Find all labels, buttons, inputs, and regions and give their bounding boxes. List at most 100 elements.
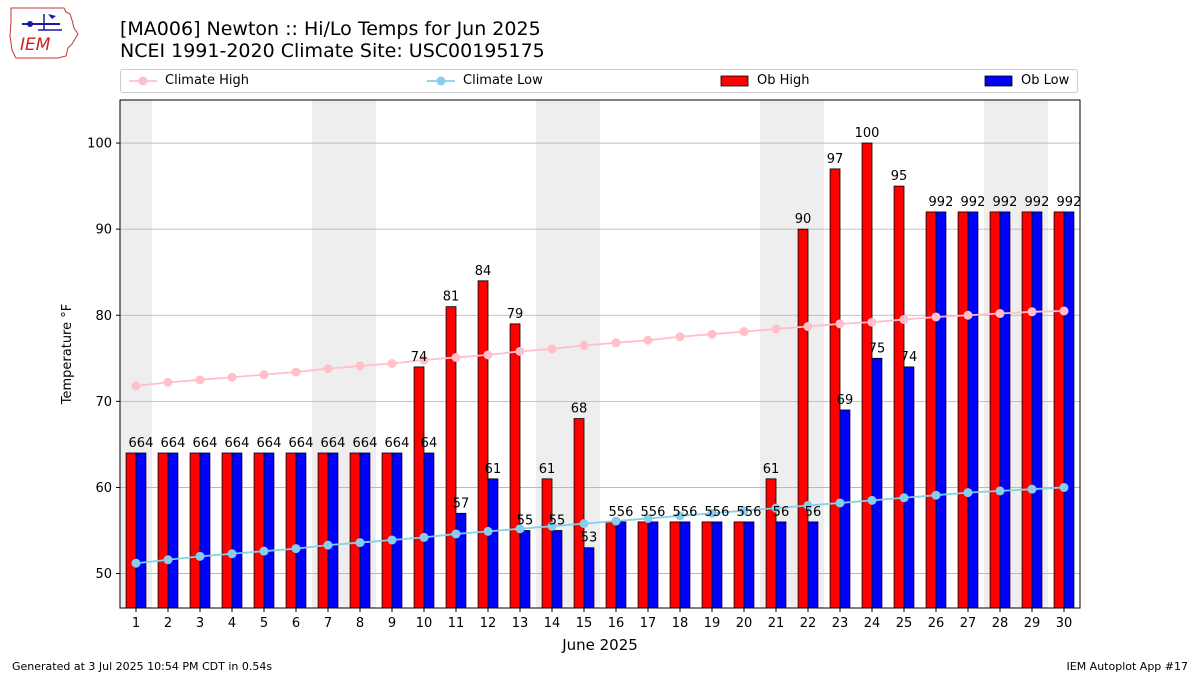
climate-low-point-29 xyxy=(1027,484,1037,494)
climate-low-point-28 xyxy=(995,486,1005,496)
ob-high-bar-16 xyxy=(605,521,617,609)
ob-high-bar-29 xyxy=(1021,211,1033,609)
ob-high-bar-21 xyxy=(765,478,777,609)
ob-high-bar-3 xyxy=(189,452,201,609)
ob-low-label-26: 992 xyxy=(929,195,954,210)
climate-high-point-22 xyxy=(803,321,813,331)
climate-low-point-3 xyxy=(195,551,205,561)
climate-high-point-9 xyxy=(387,358,397,368)
climate-low-point-20 xyxy=(739,506,749,516)
climate-high-point-29 xyxy=(1027,307,1037,317)
x-tick-label-21: 21 xyxy=(768,616,785,631)
climate-high-point-30 xyxy=(1059,306,1069,316)
ob-high-label-14: 61 xyxy=(539,462,556,477)
logo-text: IEM xyxy=(20,35,51,55)
ob-low-bar-20 xyxy=(743,521,755,609)
x-tick-label-28: 28 xyxy=(992,616,1009,631)
climate-low-point-27 xyxy=(963,488,973,498)
ob-low-bar-18 xyxy=(679,521,691,609)
ob-high-label-10: 74 xyxy=(411,350,428,365)
x-tick-label-14: 14 xyxy=(544,616,561,631)
x-tick-label-22: 22 xyxy=(800,616,817,631)
footer-app: IEM Autoplot App #17 xyxy=(1066,660,1189,673)
ob-low-bar-30 xyxy=(1063,211,1075,609)
x-tick-label-20: 20 xyxy=(736,616,753,631)
climate-high-point-25 xyxy=(899,315,909,325)
climate-low-point-22 xyxy=(803,501,813,511)
climate-high-point-1 xyxy=(131,381,141,391)
x-tick-label-12: 12 xyxy=(480,616,497,631)
ob-low-bar-10 xyxy=(423,452,435,609)
ob-low-label-9: 664 xyxy=(385,436,410,451)
ob-low-bar-9 xyxy=(391,452,403,609)
y-tick-label-100: 100 xyxy=(87,137,112,152)
y-axis-label: Temperature °F xyxy=(60,304,75,405)
climate-high-point-2 xyxy=(163,377,173,387)
x-tick-label-13: 13 xyxy=(512,616,529,631)
ob-low-label-17: 556 xyxy=(641,505,666,520)
ob-low-label-3: 664 xyxy=(193,436,218,451)
x-axis-label: June 2025 xyxy=(561,636,638,654)
legend-label-ob-low: Ob Low xyxy=(1021,73,1070,88)
x-tick-label-17: 17 xyxy=(640,616,657,631)
climate-high-point-14 xyxy=(547,344,557,354)
x-tick-label-1: 1 xyxy=(132,616,140,631)
climate-low-point-25 xyxy=(899,493,909,503)
climate-low-point-6 xyxy=(291,544,301,554)
x-tick-label-5: 5 xyxy=(260,616,268,631)
climate-low-point-14 xyxy=(547,521,557,531)
footer-generated: Generated at 3 Jul 2025 10:54 PM CDT in … xyxy=(12,660,273,673)
ob-low-bar-3 xyxy=(199,452,211,609)
climate-low-point-5 xyxy=(259,546,269,556)
ob-high-bar-14 xyxy=(541,478,553,609)
ob-low-label-23: 69 xyxy=(837,393,854,408)
climate-high-point-11 xyxy=(451,352,461,362)
ob-low-label-30: 992 xyxy=(1057,195,1082,210)
climate-high-point-20 xyxy=(739,327,749,337)
ob-high-bar-19 xyxy=(701,521,713,609)
ob-high-label-24: 100 xyxy=(855,126,880,141)
chart-subtitle: NCEI 1991-2020 Climate Site: USC00195175 xyxy=(120,40,545,62)
ob-high-bar-24 xyxy=(861,142,873,609)
ob-high-bar-5 xyxy=(253,452,265,609)
ob-high-bar-30 xyxy=(1053,211,1065,609)
ob-low-swatch xyxy=(984,75,1013,87)
ob-low-label-6: 664 xyxy=(289,436,314,451)
climate-high-point-24 xyxy=(867,317,877,327)
climate-high-point-19 xyxy=(707,329,717,339)
ob-low-label-27: 992 xyxy=(961,195,986,210)
x-tick-label-4: 4 xyxy=(228,616,236,631)
climate-low-point-18 xyxy=(675,511,685,521)
ob-high-bar-17 xyxy=(637,521,649,609)
ob-low-bar-21 xyxy=(775,521,787,609)
ob-low-bar-1 xyxy=(135,452,147,609)
climate-low-point-11 xyxy=(451,529,461,539)
climate-low-swatch xyxy=(427,76,455,86)
x-tick-label-11: 11 xyxy=(448,616,465,631)
ob-high-bar-8 xyxy=(349,452,361,609)
ob-low-label-15: 53 xyxy=(581,531,598,546)
climate-low-point-4 xyxy=(227,549,237,559)
climate-high-point-10 xyxy=(419,355,429,365)
y-tick-label-80: 80 xyxy=(95,309,112,324)
ob-high-bar-2 xyxy=(157,452,169,609)
y-tick-label-70: 70 xyxy=(95,395,112,410)
iem-logo: IEM xyxy=(9,7,79,59)
ob-high-bar-27 xyxy=(957,211,969,609)
ob-high-bar-11 xyxy=(445,306,457,609)
climate-high-point-8 xyxy=(355,361,365,371)
ob-high-bar-20 xyxy=(733,521,745,609)
ob-low-bar-17 xyxy=(647,521,659,609)
x-tick-label-16: 16 xyxy=(608,616,625,631)
ob-low-bar-11 xyxy=(455,512,467,609)
legend-label-climate-low: Climate Low xyxy=(463,73,543,88)
ob-low-label-12: 61 xyxy=(485,462,502,477)
ob-low-label-7: 664 xyxy=(321,436,346,451)
climate-high-point-15 xyxy=(579,340,589,350)
ob-low-bar-4 xyxy=(231,452,243,609)
ob-high-label-13: 79 xyxy=(507,307,524,322)
climate-low-point-12 xyxy=(483,526,493,536)
climate-high-line xyxy=(135,310,1065,387)
ob-low-label-4: 664 xyxy=(225,436,250,451)
climate-high-point-5 xyxy=(259,370,269,380)
